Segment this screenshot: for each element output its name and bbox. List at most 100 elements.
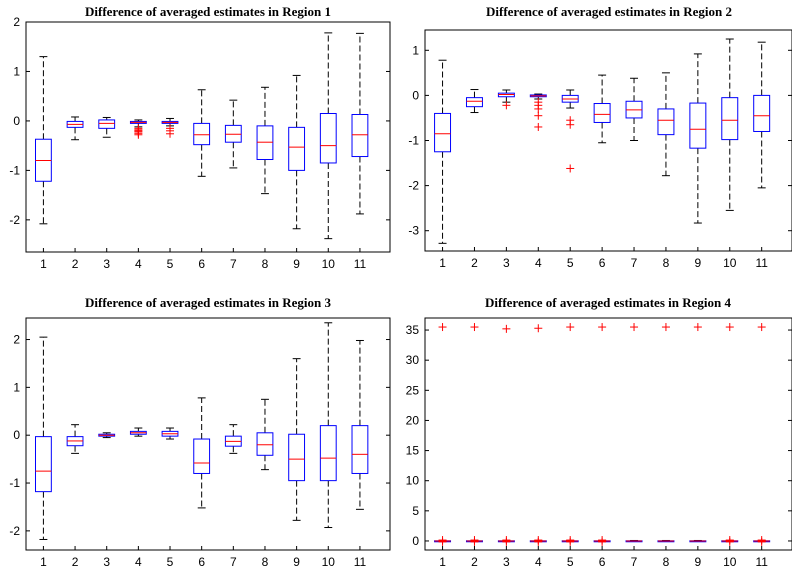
x-tick-label: 3 [103, 257, 110, 271]
box-7 [625, 77, 643, 141]
x-tick-label: 5 [167, 555, 174, 569]
box-10 [721, 323, 739, 546]
box-11 [753, 41, 771, 189]
x-tick-label: 9 [695, 256, 702, 270]
box-body [351, 425, 369, 474]
outlier-marker [470, 323, 479, 332]
chart-title: Difference of averaged estimates in Regi… [486, 4, 732, 19]
y-tick-label: -2 [9, 213, 20, 227]
box-body [288, 126, 306, 171]
box-body [193, 122, 211, 146]
y-tick-label: 35 [406, 323, 420, 337]
box-body [593, 103, 611, 123]
chart-panel-1: Difference of averaged estimates in Regi… [9, 4, 391, 271]
box-8 [657, 323, 675, 543]
box-8 [256, 398, 274, 471]
x-tick-label: 10 [723, 256, 737, 270]
x-tick-label: 11 [755, 555, 768, 569]
outlier-marker [438, 537, 447, 546]
x-tick-label: 5 [167, 257, 174, 271]
x-tick-label: 2 [471, 555, 478, 569]
y-tick-label: 1 [13, 64, 20, 78]
x-tick-label: 2 [72, 257, 79, 271]
y-tick-label: -2 [408, 179, 419, 193]
x-tick-label: 2 [72, 555, 79, 569]
y-tick-label: 0 [13, 114, 20, 128]
outlier-marker [661, 323, 670, 332]
box-6 [593, 323, 611, 546]
outlier-marker [757, 323, 766, 332]
y-tick-label: -1 [9, 476, 20, 490]
outlier-marker [438, 323, 447, 332]
x-tick-label: 8 [663, 256, 670, 270]
outlier-marker [725, 537, 734, 546]
plot-frame [424, 29, 792, 252]
box-body [721, 97, 739, 141]
box-5 [561, 89, 579, 173]
y-tick-label: 20 [406, 413, 420, 427]
box-4 [529, 93, 547, 131]
box-9 [288, 358, 306, 521]
chart-title: Difference of averaged estimates in Regi… [485, 295, 731, 310]
x-tick-label: 4 [135, 555, 142, 569]
box-body [256, 432, 274, 456]
y-tick-label: -1 [408, 134, 419, 148]
box-1 [34, 336, 52, 540]
outlier-marker [534, 122, 543, 131]
box-2 [66, 116, 84, 141]
outlier-marker [630, 323, 639, 332]
box-body [319, 425, 337, 482]
box-10 [319, 322, 337, 529]
outlier-marker [566, 537, 575, 546]
box-10 [319, 32, 337, 240]
y-tick-label: 1 [412, 43, 419, 57]
box-11 [351, 32, 369, 215]
x-tick-label: 3 [503, 256, 510, 270]
box-11 [753, 323, 771, 546]
box-4 [529, 324, 547, 546]
box-6 [193, 89, 211, 177]
x-tick-label: 2 [471, 256, 478, 270]
chart-title: Difference of averaged estimates in Regi… [85, 4, 331, 19]
chart-panel-4: Difference of averaged estimates in Regi… [406, 295, 792, 569]
box-7 [625, 323, 643, 543]
box-4 [129, 119, 147, 139]
outlier-marker [166, 129, 175, 138]
outlier-marker [566, 120, 575, 129]
box-8 [657, 72, 675, 177]
outlier-marker [502, 101, 511, 110]
chart-panel-2: Difference of averaged estimates in Regi… [408, 4, 792, 270]
box-2 [66, 424, 84, 454]
x-tick-label: 1 [439, 256, 446, 270]
box-3 [98, 432, 116, 439]
y-tick-label: 5 [412, 504, 419, 518]
x-tick-label: 7 [230, 555, 237, 569]
outlier-marker [502, 324, 511, 333]
box-9 [689, 53, 707, 224]
box-7 [224, 424, 242, 454]
outlier-marker [534, 537, 543, 546]
outlier-marker [134, 130, 143, 139]
outlier-marker [757, 537, 766, 546]
x-tick-label: 10 [723, 555, 737, 569]
box-6 [593, 74, 611, 144]
outlier-marker [566, 164, 575, 173]
box-body [98, 119, 116, 129]
y-tick-label: 0 [13, 428, 20, 442]
box-body [288, 433, 306, 482]
x-tick-label: 6 [599, 555, 606, 569]
box-5 [161, 427, 179, 440]
box-1 [434, 323, 452, 546]
x-tick-label: 10 [322, 555, 336, 569]
x-tick-label: 3 [503, 555, 510, 569]
box-1 [34, 56, 52, 225]
box-8 [256, 86, 274, 195]
y-tick-label: 0 [412, 534, 419, 548]
box-body [34, 436, 52, 493]
x-tick-label: 8 [663, 555, 670, 569]
outlier-marker [534, 324, 543, 333]
y-tick-label: 2 [13, 333, 20, 347]
x-tick-label: 11 [354, 555, 367, 569]
chart-title: Difference of averaged estimates in Regi… [85, 295, 331, 310]
x-tick-label: 1 [439, 555, 446, 569]
